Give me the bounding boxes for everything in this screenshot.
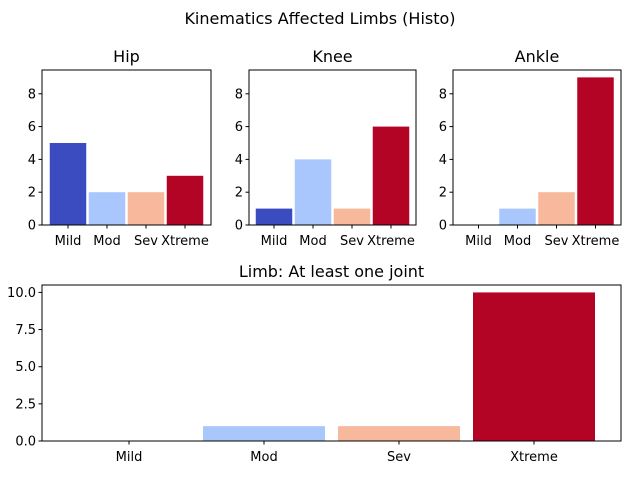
limb-title: Limb: At least one joint [239,262,424,281]
hip-xtick-label-mod: Mod [93,234,120,249]
ankle-ytick-label: 4 [439,153,447,168]
ankle-ytick-label: 0 [439,219,447,234]
hip-bar-mild [49,142,87,225]
limb-ytick-label: 10.0 [7,286,36,301]
hip-ytick-label: 2 [28,186,36,201]
hip-ytick-label: 4 [28,153,36,168]
knee-ytick-label: 8 [235,87,243,102]
knee-xtick-label-mild: Mild [261,234,288,249]
limb-panel: Limb: At least one joint 0.0 2.5 5.0 7.5 10.0… [7,262,622,465]
ankle-panel: Ankle 0 2 4 6 8 Mild Mod Sev Xtreme [439,47,622,249]
hip-panel: Hip 0 2 4 6 8 Mild Mod Sev Xtreme [28,47,212,249]
limb-axes-frame [41,284,622,442]
ankle-ytick-label: 8 [439,87,447,102]
hip-xtick-label-mild: Mild [55,234,82,249]
hip-ytick-label: 6 [28,120,36,135]
ankle-xtick-label-xtreme: Xtreme [572,234,620,249]
hip-bar-xtreme [166,175,204,225]
hip-xtick-label-sev: Sev [134,234,158,249]
ankle-xtick-label-sev: Sev [545,234,569,249]
hip-xtick-label-xtreme: Xtreme [161,234,209,249]
limb-ytick-label: 7.5 [15,323,36,338]
limb-bar-sev [338,426,460,441]
knee-xtick-label-xtreme: Xtreme [367,234,415,249]
limb-ytick-label: 2.5 [15,397,36,412]
limb-bar-mod [203,426,325,441]
knee-ytick-label: 4 [235,153,243,168]
hip-axes-frame [41,69,212,226]
ankle-bar-xtreme [577,77,614,225]
ankle-ytick-label: 6 [439,120,447,135]
limb-xtick-label-sev: Sev [387,450,411,465]
hip-ytick-label: 8 [28,87,36,102]
limb-ytick-label: 0.0 [15,435,36,450]
hip-bar-sev [127,192,165,225]
knee-bar-mild [255,208,293,225]
hip-title: Hip [113,47,140,66]
ankle-xtick-label-mild: Mild [465,234,492,249]
knee-ytick-label: 6 [235,120,243,135]
knee-ytick-label: 2 [235,186,243,201]
limb-xtick-label-mod: Mod [250,450,277,465]
figure-title: Kinematics Affected Limbs (Histo) [184,9,455,28]
knee-bar-sev [333,208,371,225]
knee-ytick-label: 0 [235,219,243,234]
knee-bar-xtreme [372,126,410,225]
knee-bar-mod [294,159,332,225]
ankle-xtick-label-mod: Mod [504,234,531,249]
knee-title: Knee [312,47,352,66]
ankle-axes-frame [452,69,622,226]
limb-bar-xtreme [473,292,595,441]
knee-xtick-label-mod: Mod [299,234,326,249]
knee-xtick-label-sev: Sev [340,234,364,249]
knee-axes-frame [248,69,417,226]
ankle-ytick-label: 2 [439,186,447,201]
ankle-title: Ankle [515,47,560,66]
ankle-bar-mod [499,208,536,225]
ankle-bar-sev [538,192,575,225]
limb-xtick-label-mild: Mild [116,450,143,465]
hip-ytick-label: 0 [28,219,36,234]
limb-ytick-label: 5.0 [15,360,36,375]
hip-bar-mod [88,192,126,225]
limb-xtick-label-xtreme: Xtreme [510,450,558,465]
knee-panel: Knee 0 2 4 6 8 Mild Mod Sev Xtreme [235,47,417,249]
